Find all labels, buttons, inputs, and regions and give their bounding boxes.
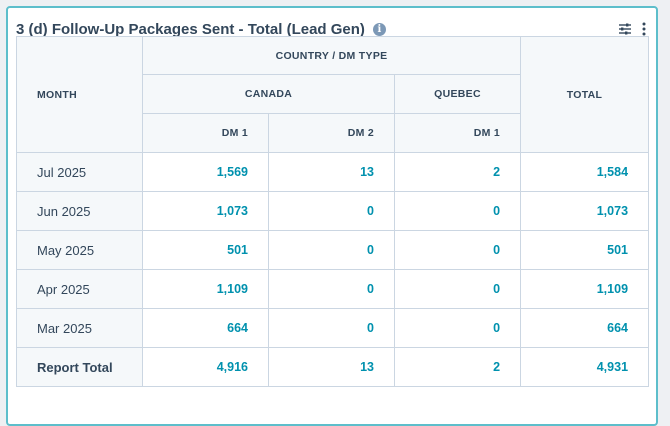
canada-dm1-total[interactable]: 4,916 xyxy=(142,347,269,387)
canada-dm1-value[interactable]: 1,073 xyxy=(142,191,269,231)
canada-dm2-value[interactable]: 0 xyxy=(268,269,395,309)
grand-total[interactable]: 4,931 xyxy=(520,347,650,387)
report-total-row: Report Total 4,916 13 2 4,931 xyxy=(16,347,650,387)
table-row: Mar 2025 664 0 0 664 xyxy=(16,308,650,348)
total-column-header[interactable]: TOTAL xyxy=(520,36,650,153)
canada-dm2-value[interactable]: 0 xyxy=(268,191,395,231)
total-value[interactable]: 1,584 xyxy=(520,152,650,192)
quebec-dm1-header[interactable]: DM 1 xyxy=(393,113,522,153)
quebec-dm1-value[interactable]: 0 xyxy=(393,269,522,309)
canada-dm2-total[interactable]: 13 xyxy=(268,347,395,387)
table-row: Apr 2025 1,109 0 0 1,109 xyxy=(16,269,650,309)
total-value[interactable]: 501 xyxy=(520,230,650,270)
canada-dm2-value[interactable]: 0 xyxy=(268,230,395,270)
quebec-header: QUEBEC xyxy=(393,74,522,114)
quebec-dm1-value[interactable]: 0 xyxy=(393,308,522,348)
canada-dm2-value[interactable]: 13 xyxy=(268,152,395,192)
total-value[interactable]: 664 xyxy=(520,308,650,348)
canada-dm2-header[interactable]: DM 2 xyxy=(268,113,395,153)
canada-dm1-value[interactable]: 1,109 xyxy=(142,269,269,309)
month-cell: Jun 2025 xyxy=(16,191,143,231)
canada-dm1-value[interactable]: 501 xyxy=(142,230,269,270)
month-cell: Jul 2025 xyxy=(16,152,143,192)
month-cell: Apr 2025 xyxy=(16,269,143,309)
quebec-dm1-value[interactable]: 0 xyxy=(393,191,522,231)
month-cell: Mar 2025 xyxy=(16,308,143,348)
quebec-dm1-value[interactable]: 0 xyxy=(393,230,522,270)
total-value[interactable]: 1,109 xyxy=(520,269,650,309)
report-card: 3 (d) Follow-Up Packages Sent - Total (L… xyxy=(6,6,658,426)
canada-dm1-header[interactable]: DM 1 xyxy=(142,113,269,153)
report-table: MONTH COUNTRY / DM TYPE TOTAL CANADA QUE… xyxy=(16,36,650,387)
canada-header: CANADA xyxy=(142,74,395,114)
canada-dm1-value[interactable]: 1,569 xyxy=(142,152,269,192)
filter-icon[interactable] xyxy=(618,23,632,35)
country-dm-type-header: COUNTRY / DM TYPE xyxy=(141,36,522,75)
month-cell: May 2025 xyxy=(16,230,143,270)
total-value[interactable]: 1,073 xyxy=(520,191,650,231)
quebec-dm1-total[interactable]: 2 xyxy=(393,347,522,387)
report-actions xyxy=(618,18,646,40)
table-row: Jul 2025 1,569 13 2 1,584 xyxy=(16,152,650,192)
month-column-header[interactable]: MONTH xyxy=(16,36,143,153)
report-total-label: Report Total xyxy=(16,347,143,387)
canada-dm2-value[interactable]: 0 xyxy=(268,308,395,348)
report-title: 3 (d) Follow-Up Packages Sent - Total (L… xyxy=(16,20,365,38)
table-row: May 2025 501 0 0 501 xyxy=(16,230,650,270)
quebec-dm1-value[interactable]: 2 xyxy=(393,152,522,192)
report-header: 3 (d) Follow-Up Packages Sent - Total (L… xyxy=(16,18,646,40)
canada-dm1-value[interactable]: 664 xyxy=(142,308,269,348)
info-icon[interactable]: i xyxy=(372,22,386,36)
more-vertical-icon[interactable] xyxy=(642,22,646,36)
table-row: Jun 2025 1,073 0 0 1,073 xyxy=(16,191,650,231)
